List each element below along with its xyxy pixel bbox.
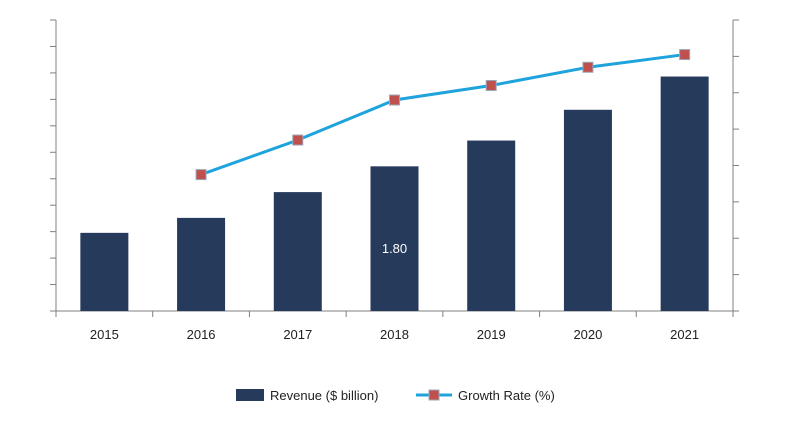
growth-marker-2016 <box>195 169 207 181</box>
bar-revenue-2021 <box>660 76 709 311</box>
bar-revenue-2019 <box>467 140 516 311</box>
x-tick-label: 2018 <box>380 327 409 342</box>
legend-swatch-revenue <box>236 389 264 401</box>
x-tick-label: 2020 <box>573 327 602 342</box>
growth-rate-line <box>200 53 685 177</box>
bar-revenue-2017 <box>273 192 322 311</box>
legend-label-growth: Growth Rate (%) <box>458 388 555 403</box>
bar-revenue-2015 <box>80 232 129 311</box>
growth-marker-2020 <box>582 61 594 73</box>
bar-revenue-2016 <box>177 217 226 311</box>
bar-data-label: 1.80 <box>382 241 407 256</box>
x-tick-label: 2021 <box>670 327 699 342</box>
x-tick-label: 2015 <box>90 327 119 342</box>
legend-label-revenue: Revenue ($ billion) <box>270 388 378 403</box>
x-tick-label: 2016 <box>187 327 216 342</box>
bar-revenue-2018 <box>370 166 419 311</box>
growth-marker-2019 <box>485 79 497 91</box>
legend-marker-growth <box>428 389 440 401</box>
x-tick-label: 2019 <box>477 327 506 342</box>
growth-marker-2018 <box>389 94 400 106</box>
growth-marker-2017 <box>292 134 304 146</box>
growth-marker-2021 <box>679 49 691 61</box>
bar-revenue-2020 <box>563 109 612 312</box>
x-tick-label: 2017 <box>283 327 312 342</box>
